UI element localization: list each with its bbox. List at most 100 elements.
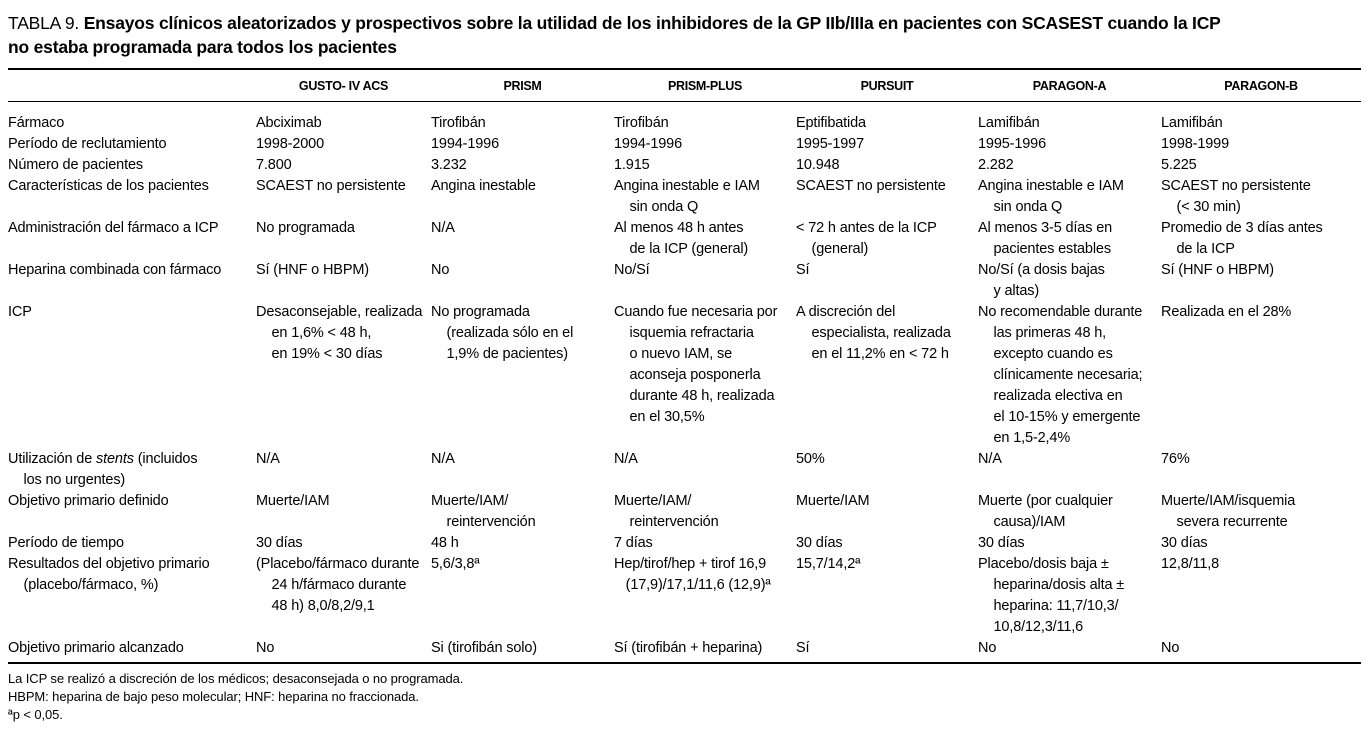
table-cell: 10.948 xyxy=(796,157,840,173)
table-row-periodo-reclutamiento: Período de reclutamiento 1998-2000 1994-… xyxy=(8,134,1361,155)
table-cell: Desaconsejable, realizada en 1,6% < 48 h… xyxy=(256,304,423,362)
table-cell: Angina inestable xyxy=(431,178,536,194)
table-cell: 5,6/3,8ª xyxy=(431,556,480,572)
table-cell: 3.232 xyxy=(431,157,467,173)
table-cell: Al menos 48 h antes de la ICP (general) xyxy=(614,220,749,257)
table-cell: Tirofibán xyxy=(614,115,669,131)
table-row-objetivo-definido: Objetivo primario definido Muerte/IAM Mu… xyxy=(8,491,1361,533)
table-row-farmaco: Fármaco Abciximab Tirofibán Tirofibán Ep… xyxy=(8,102,1361,135)
table-cell: No xyxy=(1161,640,1180,656)
row-label: Heparina combinada con fármaco xyxy=(8,262,222,278)
footnotes: La ICP se realizó a discreción de los mé… xyxy=(8,670,1360,724)
table-cell: 76% xyxy=(1161,451,1190,467)
table-cell: No programada xyxy=(256,220,355,236)
table-cell: 1998-1999 xyxy=(1161,136,1229,152)
table-cell: 15,7/14,2ª xyxy=(796,556,861,572)
table-cell: 30 días xyxy=(1161,535,1208,551)
row-label-text: (incluidos los no urgentes) xyxy=(23,451,198,488)
table-cell: A discreción del especialista, realizada… xyxy=(796,304,951,362)
table-cell: Realizada en el 28% xyxy=(1161,304,1292,320)
column-header-paragon-a: PARAGON-A xyxy=(978,69,1161,102)
table-cell: Sí (HNF o HBPM) xyxy=(1161,262,1274,278)
table-cell: Muerte/IAM/ reintervención xyxy=(614,493,719,530)
table-cell: 1995-1997 xyxy=(796,136,864,152)
table-cell: < 72 h antes de la ICP (general) xyxy=(796,220,937,257)
table-cell: N/A xyxy=(978,451,1002,467)
table-cell: Hep/tirof/hep + tirof 16,9 (17,9)/17,1/1… xyxy=(614,556,771,593)
table-row-caracteristicas: Características de los pacientes SCAEST … xyxy=(8,176,1361,218)
row-label-italic: stents xyxy=(96,451,134,467)
table-row-icp: ICP Desaconsejable, realizada en 1,6% < … xyxy=(8,302,1361,449)
table-cell: Promedio de 3 días antes de la ICP xyxy=(1161,220,1323,257)
table-cell: N/A xyxy=(431,220,455,236)
table-cell: Lamifibán xyxy=(1161,115,1223,131)
table-cell: No xyxy=(978,640,997,656)
table-cell: Al menos 3-5 días en pacientes estables xyxy=(978,220,1113,257)
row-label: Período de tiempo xyxy=(8,535,124,551)
row-label: Resultados del objetivo primario (placeb… xyxy=(8,556,210,593)
table-cell: No recomendable durante las primeras 48 … xyxy=(978,304,1143,446)
table-cell: Si (tirofibán solo) xyxy=(431,640,537,656)
row-label: Fármaco xyxy=(8,115,65,131)
row-label: Administración del fármaco a ICP xyxy=(8,220,219,236)
table-cell: 7 días xyxy=(614,535,653,551)
table-cell: 12,8/11,8 xyxy=(1161,556,1220,572)
column-header-prism-plus: PRISM-PLUS xyxy=(614,69,796,102)
row-label: Objetivo primario definido xyxy=(8,493,169,509)
table-row-heparina: Heparina combinada con fármaco Sí (HNF o… xyxy=(8,260,1361,302)
table-cell: Tirofibán xyxy=(431,115,486,131)
table-cell: (Placebo/fármaco durante 24 h/fármaco du… xyxy=(256,556,420,614)
table-cell: Sí (tirofibán + heparina) xyxy=(614,640,763,656)
table-cell: N/A xyxy=(431,451,455,467)
table-cell: No programada (realizada sólo en el 1,9%… xyxy=(431,304,574,362)
table-cell: Muerte/IAM xyxy=(796,493,870,509)
row-label: Período de reclutamiento xyxy=(8,136,167,152)
table-title-text: Ensayos clínicos aleatorizados y prospec… xyxy=(8,13,1221,57)
column-header-spacer xyxy=(8,69,256,102)
clinical-trials-table: GUSTO- IV ACS PRISM PRISM-PLUS PURSUIT P… xyxy=(8,68,1361,664)
table-row-stents: Utilización de stents (incluidos los no … xyxy=(8,449,1361,491)
table-cell: Eptifibatida xyxy=(796,115,866,131)
table-cell: Angina inestable e IAM sin onda Q xyxy=(978,178,1124,215)
table-cell: 2.282 xyxy=(978,157,1014,173)
table-cell: 50% xyxy=(796,451,825,467)
table-cell: No/Sí (a dosis bajas y altas) xyxy=(978,262,1105,299)
table-cell: 1994-1996 xyxy=(614,136,682,152)
table-cell: Cuando fue necesaria por isquemia refrac… xyxy=(614,304,778,425)
table-title-prefix: TABLA 9. xyxy=(8,13,84,33)
table-cell: Muerte (por cualquier causa)/IAM xyxy=(978,493,1113,530)
table-cell: 7.800 xyxy=(256,157,292,173)
table-cell: Abciximab xyxy=(256,115,322,131)
table-cell: No xyxy=(256,640,275,656)
table-cell: 1.915 xyxy=(614,157,650,173)
table-cell: N/A xyxy=(614,451,638,467)
table-cell: 48 h xyxy=(431,535,459,551)
footnote-abbreviations: HBPM: heparina de bajo peso molecular; H… xyxy=(8,689,419,704)
table-cell: Muerte/IAM/ reintervención xyxy=(431,493,536,530)
table-cell: 5.225 xyxy=(1161,157,1197,173)
footnote-pvalue: ªp < 0,05. xyxy=(8,707,63,722)
footnote-icp: La ICP se realizó a discreción de los mé… xyxy=(8,671,464,686)
table-row-administracion: Administración del fármaco a ICP No prog… xyxy=(8,218,1361,260)
row-label: Utilización de stents (incluidos los no … xyxy=(8,449,256,491)
table-cell: Angina inestable e IAM sin onda Q xyxy=(614,178,760,215)
table-cell: Muerte/IAM xyxy=(256,493,330,509)
table-cell: Sí xyxy=(796,262,810,278)
table-row-resultados: Resultados del objetivo primario (placeb… xyxy=(8,554,1361,638)
table-cell: SCAEST no persistente (< 30 min) xyxy=(1161,178,1311,215)
row-label: ICP xyxy=(8,304,32,320)
table-row-numero-pacientes: Número de pacientes 7.800 3.232 1.915 10… xyxy=(8,155,1361,176)
row-label: Número de pacientes xyxy=(8,157,143,173)
table-row-objetivo-alcanzado: Objetivo primario alcanzado No Si (tirof… xyxy=(8,638,1361,663)
table-cell: 30 días xyxy=(256,535,303,551)
table-cell: 1995-1996 xyxy=(978,136,1046,152)
table-cell: 1994-1996 xyxy=(431,136,499,152)
table-cell: Sí xyxy=(796,640,810,656)
row-label-text: Utilización de xyxy=(8,451,97,467)
row-label: Objetivo primario alcanzado xyxy=(8,640,184,656)
table-cell: 1998-2000 xyxy=(256,136,324,152)
column-header-prism: PRISM xyxy=(431,69,614,102)
column-header-gusto: GUSTO- IV ACS xyxy=(256,69,431,102)
table-cell: Placebo/dosis baja ± heparina/dosis alta… xyxy=(978,556,1125,635)
